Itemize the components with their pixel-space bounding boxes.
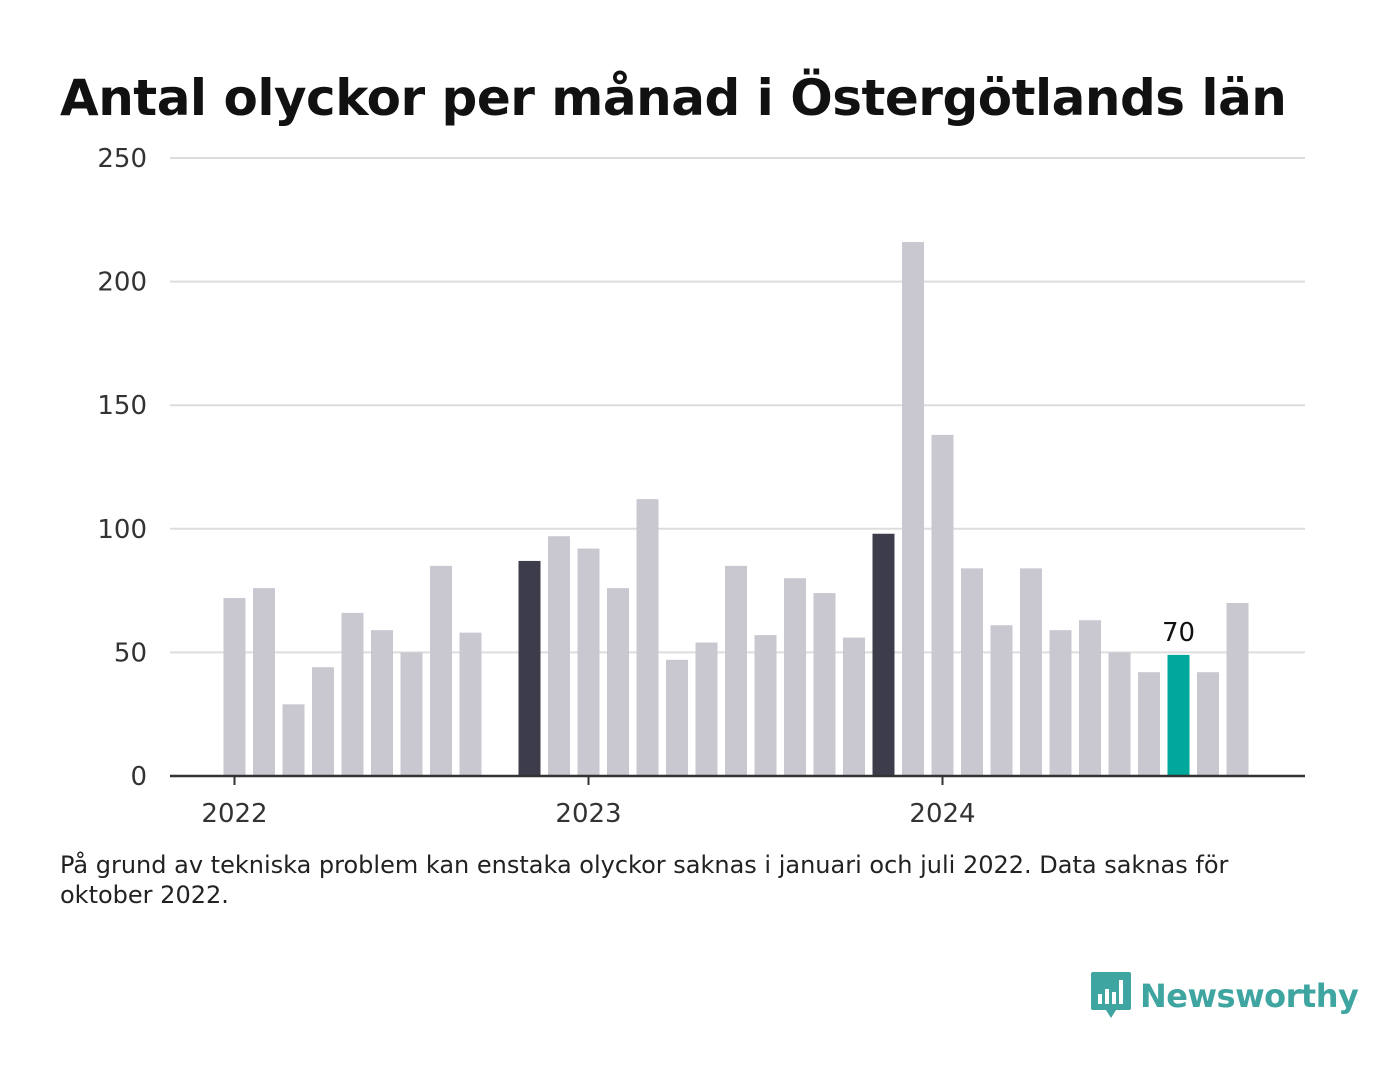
- bar-2023-12: [902, 242, 924, 777]
- bars: [223, 242, 1249, 777]
- bar-chart-logo-icon: [1091, 972, 1131, 1018]
- x-tick-label: 2023: [555, 799, 621, 829]
- bar-2023-08: [784, 578, 806, 776]
- bar-2023-11: [872, 533, 895, 776]
- brand-logo[interactable]: Newsworthy: [1090, 968, 1359, 1024]
- bar-2024-07: [1108, 652, 1131, 776]
- bar-2022-02: [253, 588, 275, 776]
- y-tick-label: 50: [114, 638, 147, 668]
- bar-2024-06: [1079, 620, 1101, 776]
- brand-name: Newsworthy: [1140, 977, 1359, 1015]
- bar-2023-04: [666, 659, 688, 776]
- bar-2022-11: [518, 560, 541, 776]
- chart-title: Antal olyckor per månad i Östergötlands …: [60, 69, 1287, 127]
- bar-2024-10: [1197, 672, 1219, 776]
- y-axis-ticks: 0 50 100 150 200 250: [97, 144, 147, 792]
- bar-2023-07: [754, 635, 777, 776]
- bar-2023-10: [843, 637, 865, 776]
- bar-2024-04: [1020, 568, 1042, 776]
- bar-2022-07: [400, 652, 423, 776]
- y-tick-label: 200: [97, 268, 147, 298]
- bar-2022-04: [312, 667, 334, 776]
- bar-2024-09: [1167, 654, 1190, 776]
- bar-2022-09: [459, 632, 482, 776]
- chart-footnote: På grund av tekniska problem kan enstaka…: [60, 851, 1229, 909]
- y-tick-label: 150: [97, 391, 147, 421]
- bar-2024-08: [1138, 672, 1160, 776]
- bar-2023-09: [813, 593, 836, 776]
- y-tick-label: 250: [97, 144, 147, 174]
- y-tick-label: 0: [130, 762, 147, 792]
- bar-2023-06: [725, 565, 747, 776]
- bar-2022-06: [371, 630, 393, 776]
- bar-2024-01: [931, 434, 954, 776]
- bar-2023-03: [636, 499, 659, 776]
- data-labels: 70: [1162, 618, 1195, 648]
- x-tick-label: 2022: [201, 799, 267, 829]
- bar-2024-02: [961, 568, 983, 776]
- bar-2023-02: [607, 588, 629, 776]
- x-tick-label: 2024: [909, 799, 975, 829]
- bar-2022-08: [430, 565, 452, 776]
- bar-2024-03: [990, 625, 1013, 776]
- data-label: 70: [1162, 618, 1195, 648]
- bar-2022-03: [282, 704, 305, 776]
- bar-2022-05: [341, 612, 364, 776]
- bar-2022-01: [223, 598, 246, 776]
- y-tick-label: 100: [97, 515, 147, 545]
- x-axis-ticks: 2022 2023 2024: [201, 776, 976, 829]
- bar-2022-12: [548, 536, 570, 776]
- bar-2023-05: [695, 642, 718, 776]
- bar-2024-05: [1049, 630, 1072, 776]
- bar-2024-11: [1226, 602, 1249, 776]
- bar-2023-01: [577, 548, 600, 776]
